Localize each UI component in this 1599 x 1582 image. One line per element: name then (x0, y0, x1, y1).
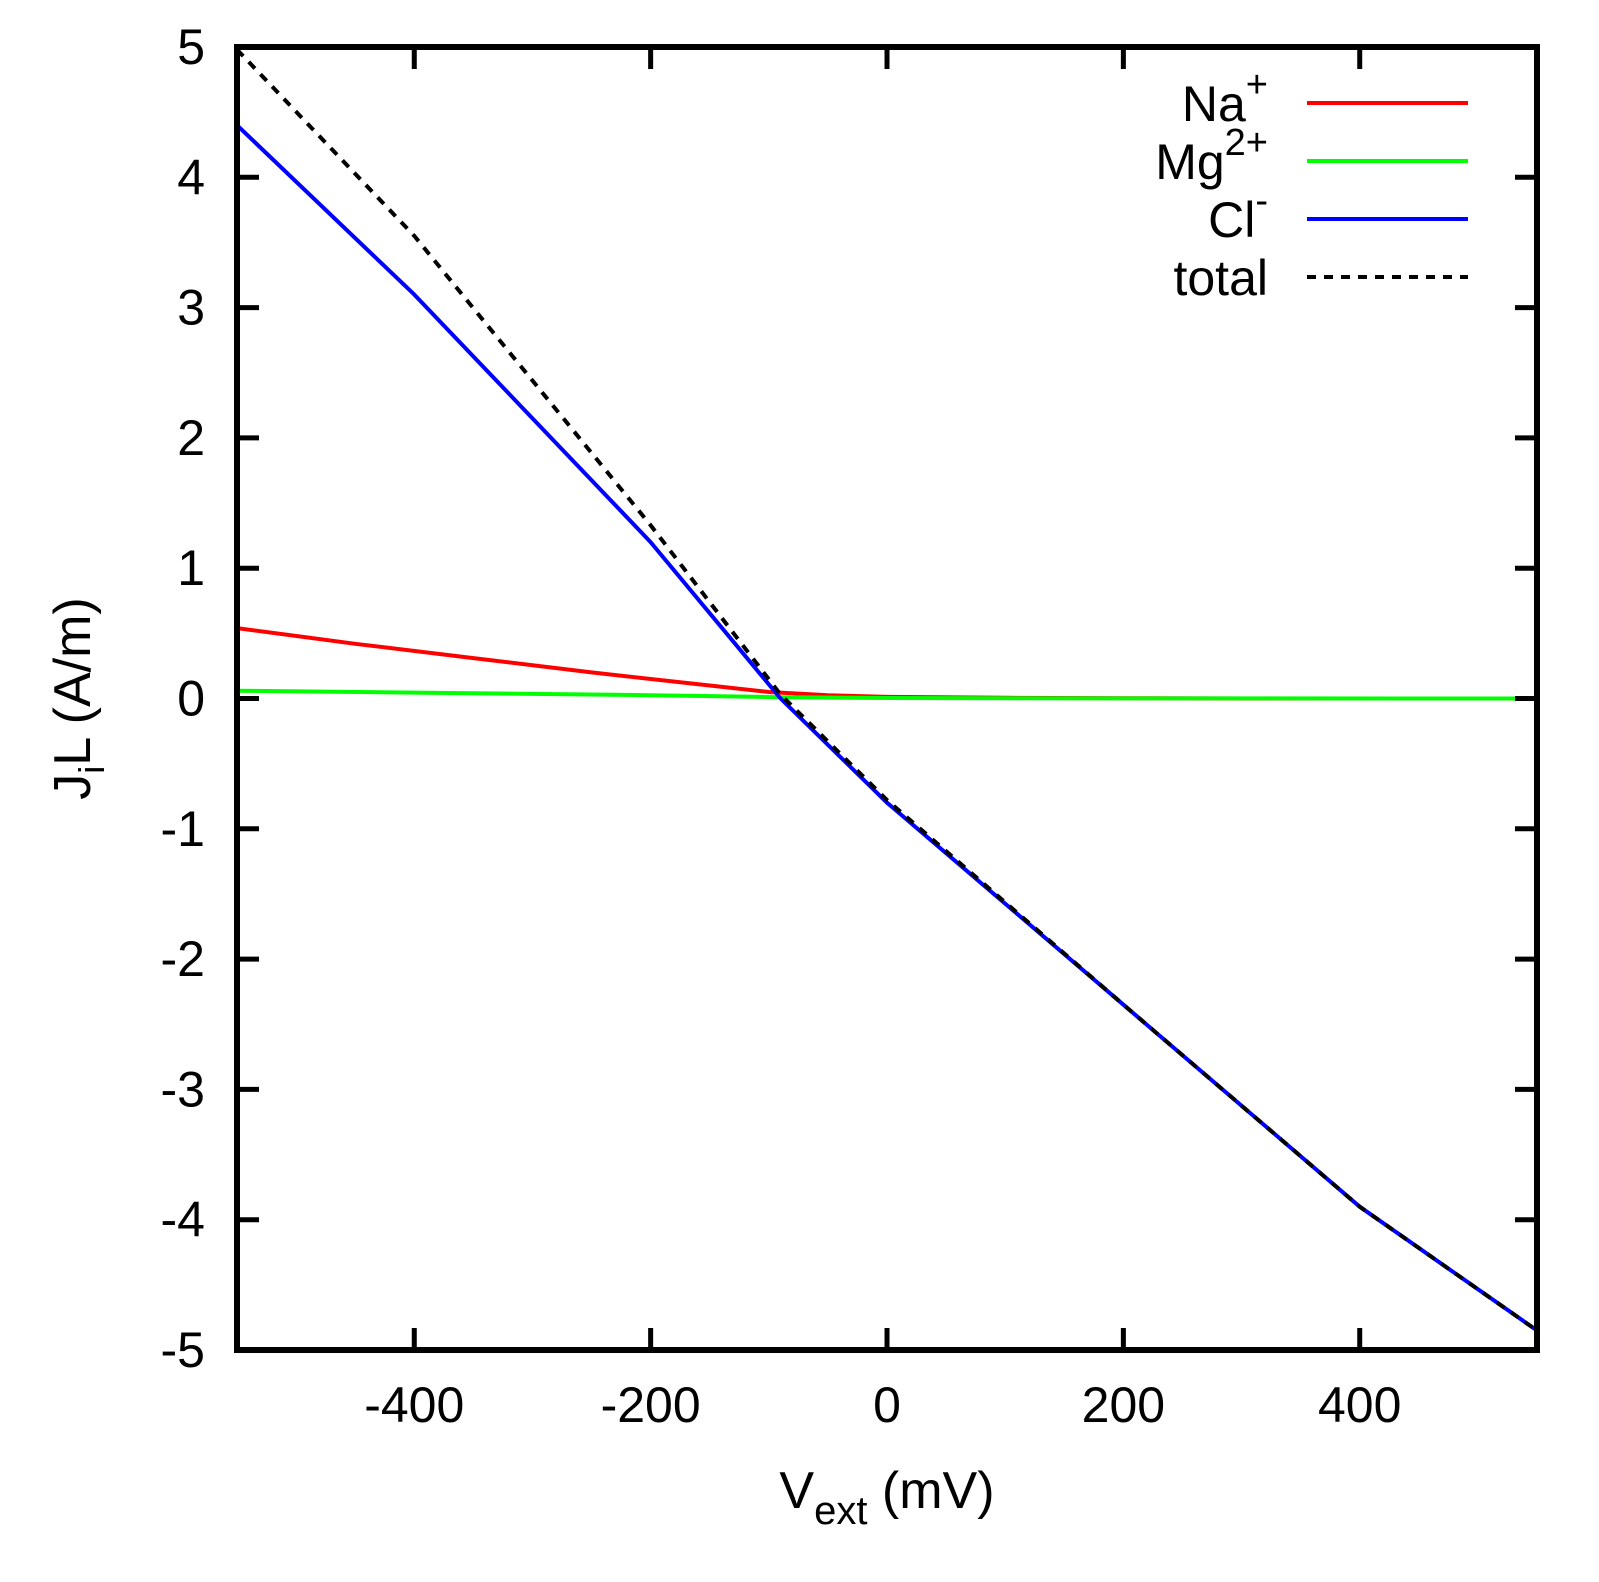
x-tick-label: 0 (873, 1377, 901, 1433)
legend-label-main: total (1173, 250, 1268, 306)
legend-label-1: Mg2+ (1155, 122, 1268, 190)
y-tick-label: 3 (177, 280, 205, 336)
y-tick-label: 2 (177, 410, 205, 466)
x-axis-label-main: V (779, 1462, 814, 1520)
y-tick-label: 1 (177, 540, 205, 596)
y-tick-label: 0 (177, 671, 205, 727)
legend-label-main: Na (1182, 76, 1246, 132)
labels-layer: -400 -200 0 200 400 -5 -4 -3 -2 -1 0 1 2 3 4 5 (161, 19, 1402, 1433)
series-layer (235, 48, 1539, 1333)
y-tick-label: -4 (161, 1192, 205, 1248)
y-tick-label: -1 (161, 801, 205, 857)
x-tick-label: 200 (1082, 1377, 1165, 1433)
x-axis-label-unit: (mV) (867, 1462, 994, 1520)
x-axis-label: Vext (mV) (779, 1462, 994, 1533)
y-axis-label: JiL (A/m) (44, 597, 112, 800)
series-line-3 (235, 48, 1539, 1333)
ticks-layer (237, 44, 1537, 1353)
legend-label-sup: 2+ (1225, 122, 1268, 164)
y-tick-label: 4 (177, 149, 205, 205)
x-tick-label: -400 (364, 1377, 464, 1433)
legend: Na+Mg2+Cl-total (1155, 64, 1468, 306)
legend-label-sup: - (1255, 180, 1268, 222)
legend-label-main: Mg (1155, 134, 1224, 190)
y-tick-label: -2 (161, 931, 205, 987)
y-axis-label-rest: L (A/m) (44, 597, 102, 766)
legend-label-sup: + (1246, 64, 1268, 106)
legend-label-3: total (1173, 250, 1268, 306)
x-tick-label: -200 (601, 1377, 701, 1433)
y-axis-label-main: J (44, 774, 102, 800)
y-tick-label: -5 (161, 1322, 205, 1378)
legend-label-main: Cl (1208, 192, 1255, 248)
y-axis-label-sub: i (71, 766, 112, 774)
y-tick-label: 5 (177, 19, 205, 75)
x-tick-label: 400 (1318, 1377, 1401, 1433)
legend-label-2: Cl- (1208, 180, 1268, 248)
legend-label-0: Na+ (1182, 64, 1268, 132)
y-tick-label: -3 (161, 1061, 205, 1117)
x-axis-label-sub: ext (814, 1489, 867, 1533)
